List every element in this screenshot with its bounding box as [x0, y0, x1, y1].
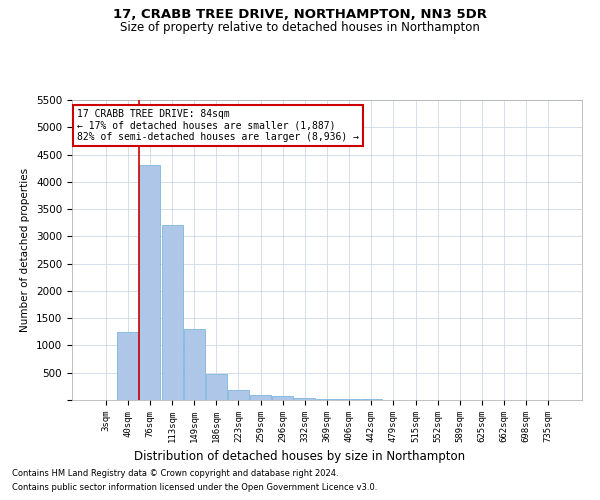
Bar: [228, 390, 249, 400]
Bar: [161, 226, 182, 400]
Bar: [272, 396, 293, 400]
Bar: [250, 394, 271, 400]
Bar: [184, 329, 205, 400]
Bar: [338, 399, 359, 400]
Y-axis label: Number of detached properties: Number of detached properties: [20, 168, 31, 332]
Text: Size of property relative to detached houses in Northampton: Size of property relative to detached ho…: [120, 21, 480, 34]
Text: Distribution of detached houses by size in Northampton: Distribution of detached houses by size …: [134, 450, 466, 463]
Text: 17 CRABB TREE DRIVE: 84sqm
← 17% of detached houses are smaller (1,887)
82% of s: 17 CRABB TREE DRIVE: 84sqm ← 17% of deta…: [77, 109, 359, 142]
Bar: [118, 332, 139, 400]
Bar: [316, 398, 338, 400]
Text: Contains public sector information licensed under the Open Government Licence v3: Contains public sector information licen…: [12, 484, 377, 492]
Bar: [295, 398, 316, 400]
Text: Contains HM Land Registry data © Crown copyright and database right 2024.: Contains HM Land Registry data © Crown c…: [12, 468, 338, 477]
Text: 17, CRABB TREE DRIVE, NORTHAMPTON, NN3 5DR: 17, CRABB TREE DRIVE, NORTHAMPTON, NN3 5…: [113, 8, 487, 20]
Bar: [139, 166, 160, 400]
Bar: [206, 374, 227, 400]
